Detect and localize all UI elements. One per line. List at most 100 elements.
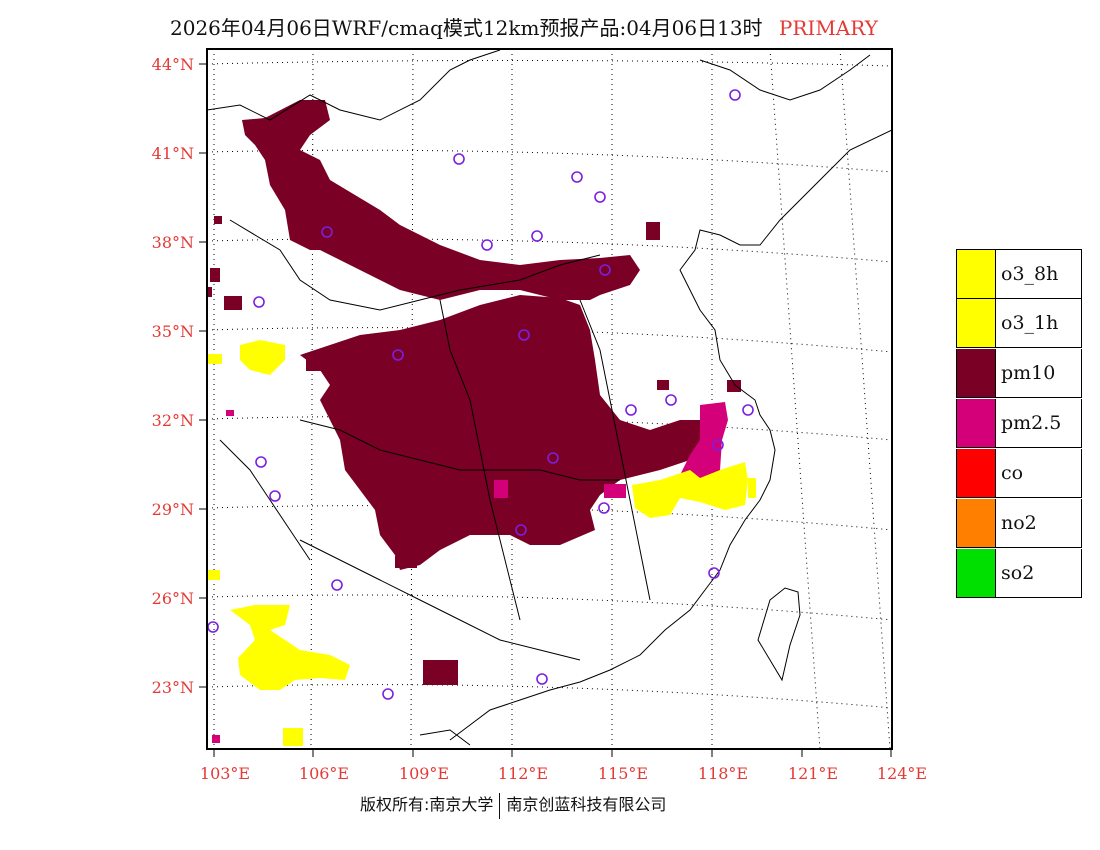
lon-label-103e: 103°E — [199, 764, 251, 783]
lon-label-118e: 118°E — [697, 764, 749, 783]
city-marker — [729, 89, 741, 101]
city-marker — [742, 404, 754, 416]
pm10-patch — [657, 380, 669, 390]
border-north — [207, 49, 501, 121]
footer-divider — [499, 792, 501, 819]
pm25-patch — [226, 410, 234, 416]
legend-swatch — [956, 549, 996, 598]
pm10-north-band — [242, 100, 640, 300]
city-marker — [708, 567, 720, 579]
legend-swatch — [956, 249, 996, 299]
title-tag-primary: PRIMARY — [778, 16, 878, 40]
pm10-patch — [727, 380, 741, 392]
lon-label-112e: 112°E — [497, 764, 549, 783]
city-marker — [382, 688, 394, 700]
city-marker — [599, 264, 611, 276]
pm10-field — [207, 100, 741, 685]
lat-line-44 — [207, 59, 892, 67]
taiwan-outline — [757, 587, 801, 682]
city-marker — [518, 329, 530, 341]
city-marker — [331, 579, 343, 591]
o3-patch — [208, 570, 220, 580]
legend-label: o3_1h — [996, 299, 1082, 348]
pm25-patch — [212, 735, 220, 743]
province-line — [439, 299, 521, 621]
coastline — [449, 129, 892, 741]
copyright-footer: 版权所有:南京大学 南京创蓝科技有限公司 — [360, 791, 666, 819]
legend-label: pm2.5 — [996, 399, 1082, 448]
map-title: 2026年04月06日WRF/cmaq模式12km预报产品:04月06日13时 … — [170, 12, 1000, 41]
lat-label-26n: 26°N — [151, 589, 194, 608]
pm25-field — [212, 402, 728, 743]
lat-line-23 — [207, 684, 892, 709]
o3-patch — [748, 478, 756, 498]
city-marker — [712, 439, 724, 451]
pm10-central-mass — [300, 295, 710, 570]
province-line — [299, 539, 581, 661]
pm10-patch — [207, 287, 212, 297]
lat-label-23n: 23°N — [151, 678, 194, 697]
map-frame — [206, 48, 893, 750]
city-marker — [453, 153, 465, 165]
city-marker — [269, 490, 281, 502]
city-marker — [392, 349, 404, 361]
o3-patch — [283, 728, 303, 746]
pm10-patch — [612, 268, 624, 278]
city-marker — [531, 230, 543, 242]
city-marker — [515, 524, 527, 536]
o3-southwest-region — [230, 605, 350, 690]
copyright-owner: 版权所有:南京大学 — [360, 795, 494, 814]
legend-swatch — [956, 499, 996, 548]
lat-label-29n: 29°N — [151, 500, 194, 519]
city-marker — [481, 239, 493, 251]
pm25-patch — [494, 480, 508, 498]
lat-label-35n: 35°N — [151, 322, 194, 341]
lon-label-124e: 124°E — [876, 764, 928, 783]
province-line — [579, 299, 651, 601]
city-marker — [255, 456, 267, 468]
axis-ticks — [199, 63, 892, 757]
lat-label-38n: 38°N — [151, 233, 194, 252]
province-line — [229, 219, 601, 311]
lon-line-106 — [310, 49, 314, 749]
title-main: 2026年04月06日WRF/cmaq模式12km预报产品:04月06日13时 — [170, 16, 763, 40]
lon-label-115e: 115°E — [597, 764, 649, 783]
o3-patch — [208, 354, 222, 364]
city-marker — [321, 226, 333, 238]
province-line — [299, 419, 620, 481]
city-marker — [207, 621, 219, 633]
legend-swatch — [956, 349, 996, 398]
city-marker — [253, 296, 265, 308]
pm10-patch — [210, 268, 220, 282]
legend-label: so2 — [996, 549, 1082, 598]
lat-label-41n: 41°N — [151, 144, 194, 163]
o3-west-region — [240, 340, 285, 375]
hainan-edge — [419, 729, 471, 746]
city-marker — [571, 171, 583, 183]
legend-label: no2 — [996, 499, 1082, 548]
city-marker — [547, 452, 559, 464]
province-line — [219, 439, 311, 561]
pm10-patch — [214, 216, 222, 224]
copyright-company: 南京创蓝科技有限公司 — [506, 795, 667, 814]
lon-label-121e: 121°E — [787, 764, 839, 783]
lon-label-109e: 109°E — [398, 764, 450, 783]
pm10-patch — [395, 556, 417, 568]
legend-swatch — [956, 449, 996, 498]
city-marker — [536, 673, 548, 685]
o3-east-region — [632, 462, 748, 518]
lat-label-44n: 44°N — [151, 55, 194, 74]
lat-line-26 — [207, 594, 892, 621]
city-marker — [625, 404, 637, 416]
lon-line-124 — [839, 49, 891, 749]
legend-label: co — [996, 449, 1082, 498]
pm10-patch — [423, 660, 458, 685]
city-marker — [665, 394, 677, 406]
city-marker — [594, 191, 606, 203]
pm10-patch — [224, 296, 242, 310]
city-marker — [598, 502, 610, 514]
pm25-patch — [604, 484, 626, 498]
city-markers — [207, 89, 754, 700]
pm10-patch — [646, 222, 660, 240]
